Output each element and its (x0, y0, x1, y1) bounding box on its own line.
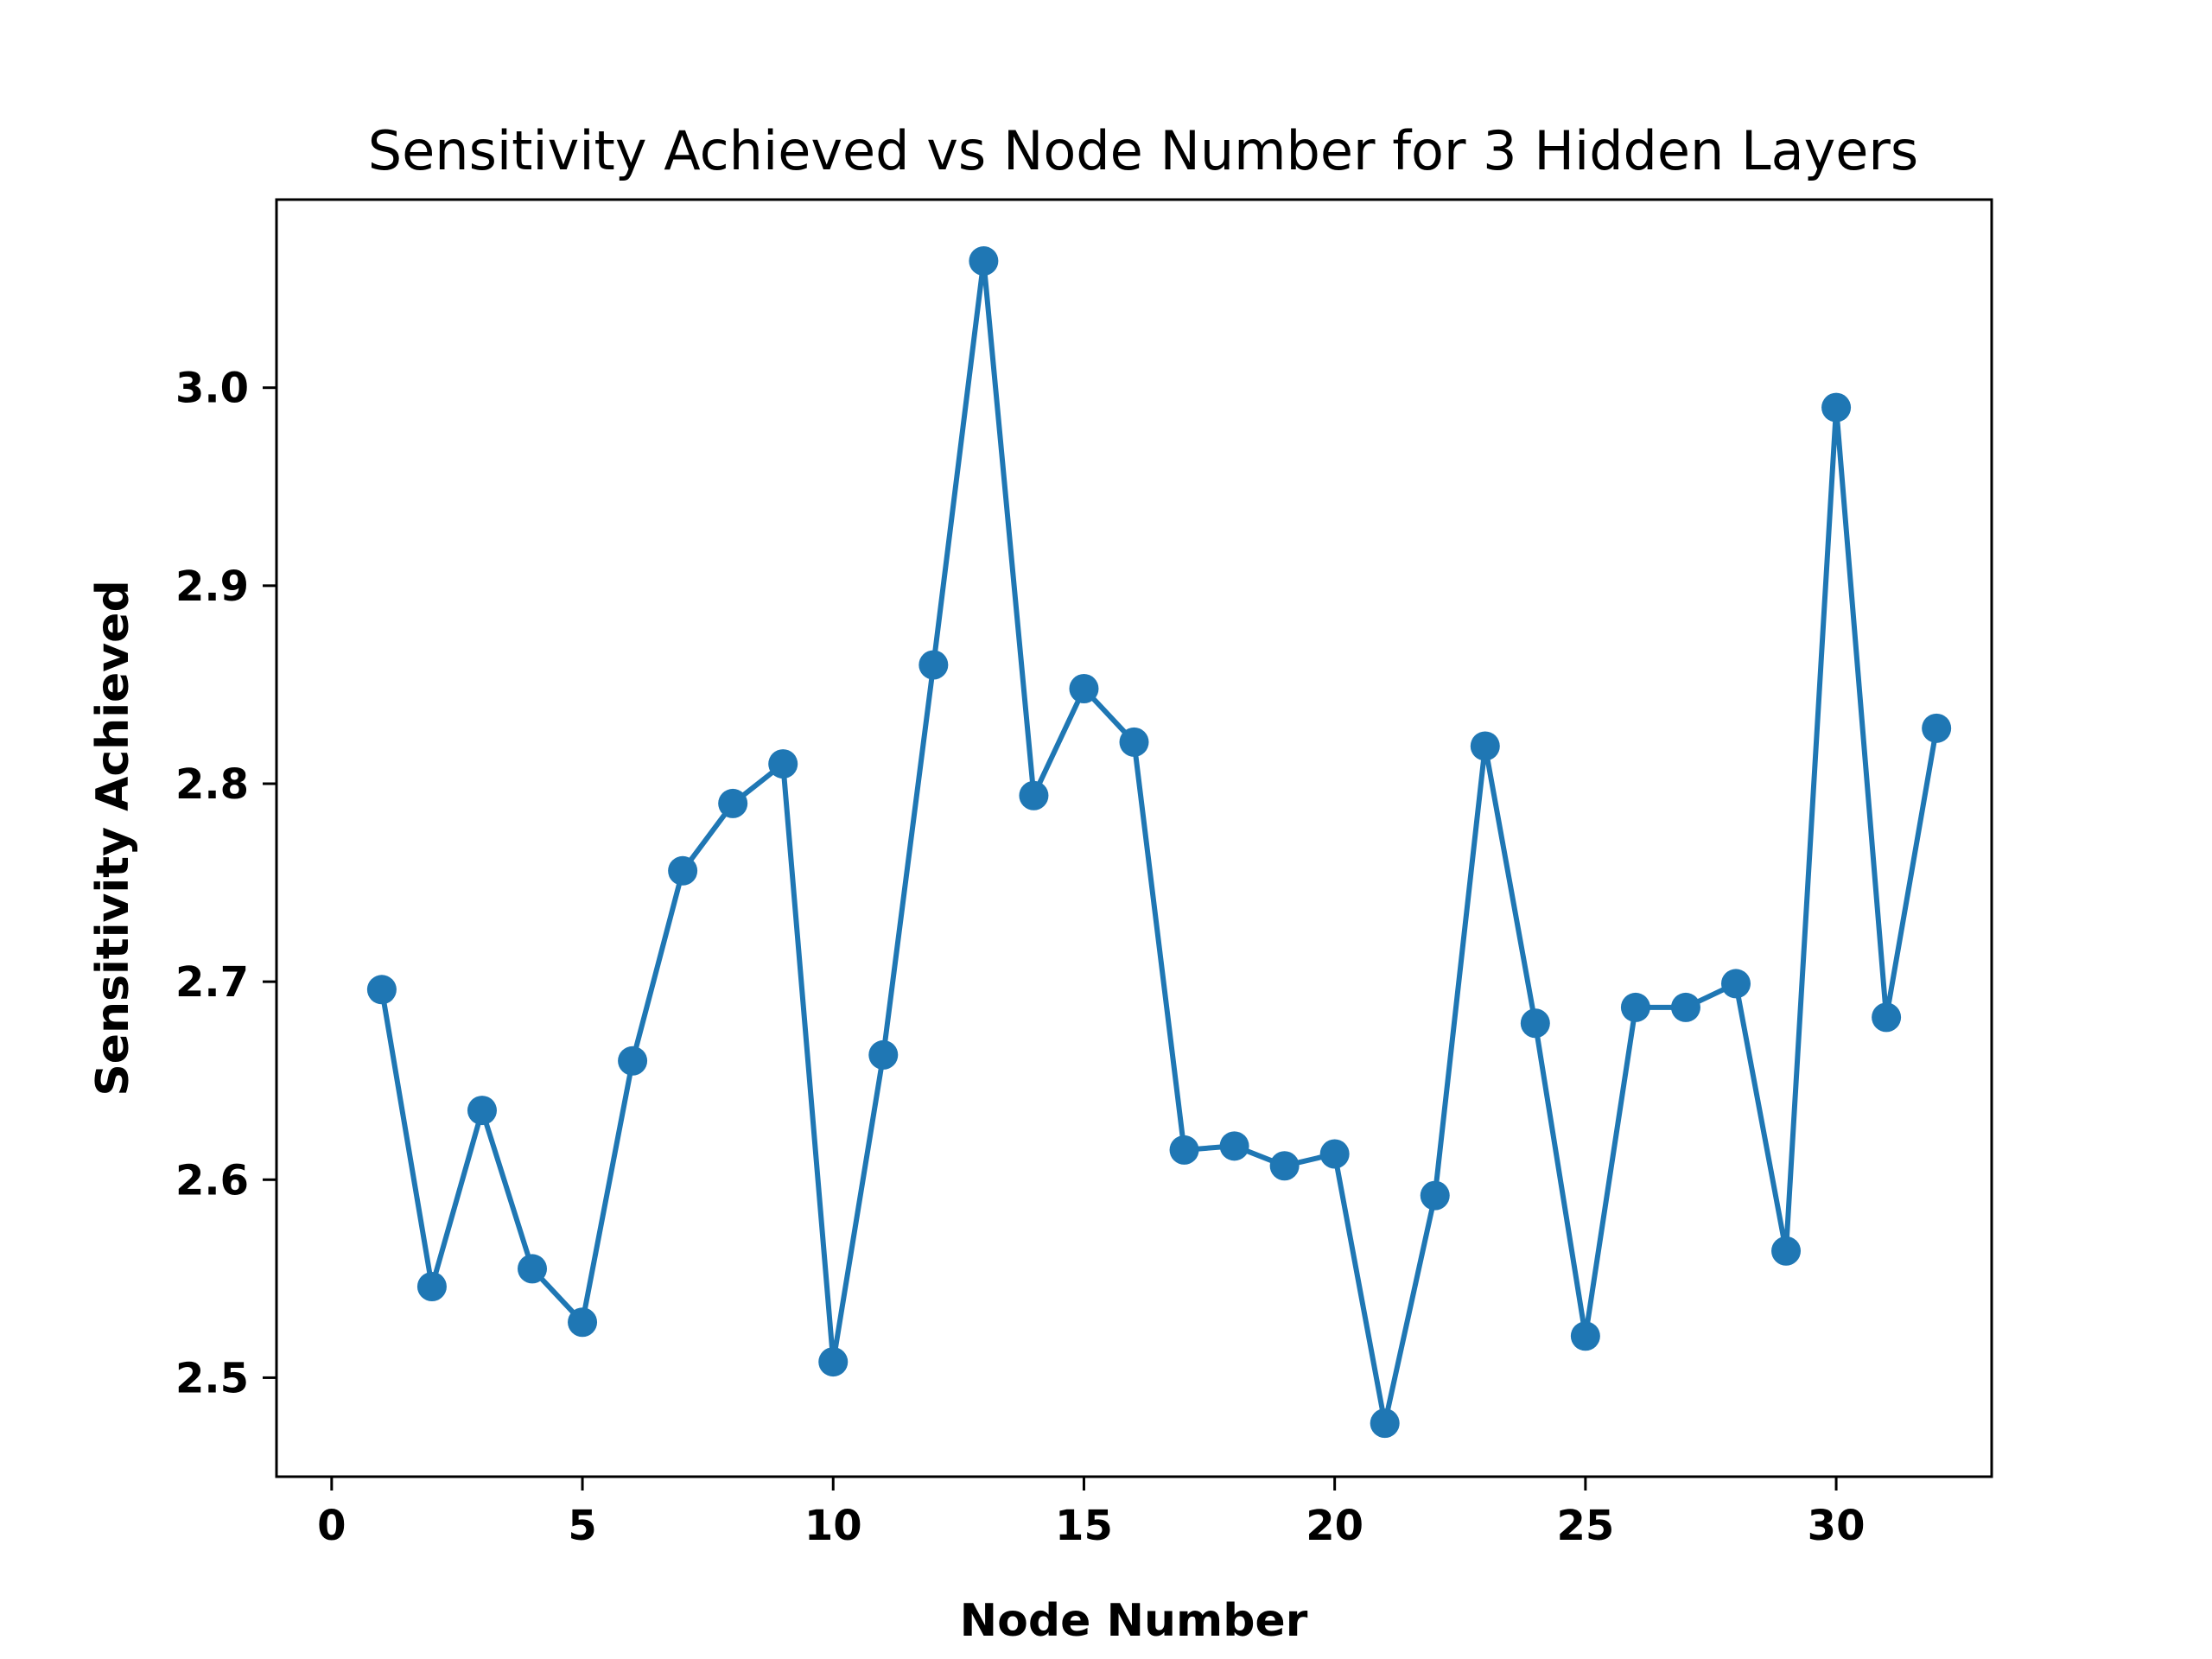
data-point (1872, 1002, 1902, 1033)
y-tick-label: 2.6 (175, 1156, 249, 1205)
data-point (668, 855, 698, 886)
data-point (818, 1347, 849, 1377)
chart-title: Sensitivity Achieved vs Node Number for … (368, 119, 1918, 182)
data-point (768, 749, 798, 779)
y-axis-label: Sensitivity Achieved (87, 580, 139, 1096)
series-line (378, 258, 1940, 1427)
data-point (1922, 713, 1952, 743)
data-point (416, 1272, 447, 1302)
data-point (1169, 1135, 1199, 1165)
y-tick-label: 2.8 (175, 760, 249, 809)
x-tick-label: 30 (1808, 1502, 1866, 1550)
data-point (969, 246, 999, 276)
data-point (1019, 780, 1049, 810)
x-tick-label: 20 (1306, 1502, 1363, 1550)
data-point (518, 1254, 548, 1284)
data-point (1219, 1131, 1249, 1161)
data-point (568, 1307, 598, 1338)
x-tick-label: 15 (1055, 1502, 1113, 1550)
data-point (1319, 1139, 1350, 1169)
y-tick-label: 3.0 (175, 365, 249, 413)
data-point (718, 788, 748, 818)
x-axis-label: Node Number (960, 1595, 1308, 1647)
y-tick-label: 2.9 (175, 563, 249, 611)
data-point (1520, 1008, 1550, 1039)
data-point (1119, 727, 1149, 757)
y-tick-label: 2.7 (175, 958, 249, 1007)
data-point (1620, 992, 1650, 1022)
data-point (1570, 1321, 1600, 1351)
x-tick-label: 5 (568, 1502, 596, 1550)
data-point (1069, 673, 1099, 703)
x-tick-label: 25 (1556, 1502, 1614, 1550)
x-tick-label: 0 (317, 1502, 346, 1550)
x-axis-ticks: 0 5 10 15 20 25 30 (317, 1477, 1865, 1550)
data-point (1771, 1236, 1802, 1266)
data-point (1420, 1180, 1450, 1211)
data-point (868, 1039, 899, 1070)
data-point (1470, 731, 1500, 761)
plot-area-frame (275, 198, 1993, 1478)
data-point (1670, 992, 1700, 1022)
data-point (366, 975, 397, 1005)
data-point (1720, 969, 1751, 999)
data-point (918, 650, 949, 680)
y-axis-ticks: 2.5 2.6 2.7 2.8 2.9 3.0 (175, 365, 276, 1402)
data-point (1269, 1151, 1300, 1181)
data-point (467, 1096, 497, 1126)
x-tick-label: 10 (804, 1502, 862, 1550)
y-tick-label: 2.5 (175, 1354, 249, 1402)
data-point (618, 1046, 648, 1076)
data-point (1821, 392, 1852, 423)
data-point (1370, 1408, 1400, 1439)
series-group (366, 246, 1952, 1439)
